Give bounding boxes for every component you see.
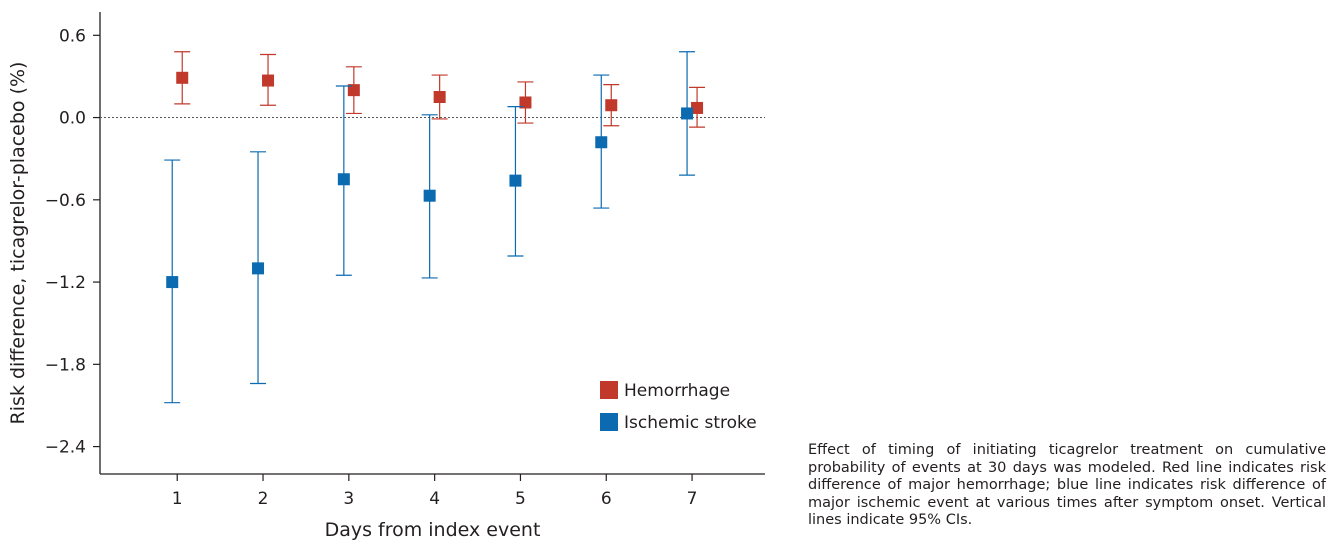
x-tick-label: 2 <box>258 489 269 509</box>
ischemic-stroke-point <box>166 276 179 289</box>
ischemic-stroke-point <box>681 107 694 120</box>
ischemic-stroke-point <box>423 189 436 202</box>
y-axis-title: Risk difference, ticagrelor-placebo (%) <box>7 62 29 425</box>
x-tick-label: 6 <box>601 489 612 509</box>
x-tick-label: 1 <box>172 489 183 509</box>
legend-label-hemorrhage: Hemorrhage <box>624 381 730 401</box>
y-tick-label: 0.0 <box>59 109 86 129</box>
legend-swatch-ischemic-stroke <box>600 413 618 431</box>
hemorrhage-point <box>176 71 189 84</box>
y-tick-label: −2.4 <box>45 438 86 458</box>
hemorrhage-point <box>519 96 532 109</box>
x-tick-label: 7 <box>687 489 698 509</box>
legend-swatch-hemorrhage <box>600 381 618 399</box>
legend-label-ischemic-stroke: Ischemic stroke <box>624 413 757 433</box>
y-tick-label: −0.6 <box>45 191 86 211</box>
hemorrhage-point <box>691 101 704 114</box>
x-tick-label: 4 <box>429 489 440 509</box>
x-tick-label: 3 <box>343 489 354 509</box>
hemorrhage-point <box>262 74 275 87</box>
x-axis-title: Days from index event <box>325 519 541 541</box>
y-tick-label: −1.2 <box>45 273 86 293</box>
hemorrhage-point <box>347 84 360 97</box>
hemorrhage-point <box>605 99 618 112</box>
figure-caption: Effect of timing of initiating ticagrelo… <box>808 442 1326 528</box>
x-tick-label: 5 <box>515 489 526 509</box>
ischemic-stroke-point <box>337 173 350 186</box>
y-tick-label: −1.8 <box>45 355 86 375</box>
ischemic-stroke-point <box>509 174 522 187</box>
y-tick-label: 0.6 <box>59 26 86 46</box>
hemorrhage-point <box>433 90 446 103</box>
ischemic-stroke-point <box>595 136 608 149</box>
ischemic-stroke-point <box>252 262 265 275</box>
